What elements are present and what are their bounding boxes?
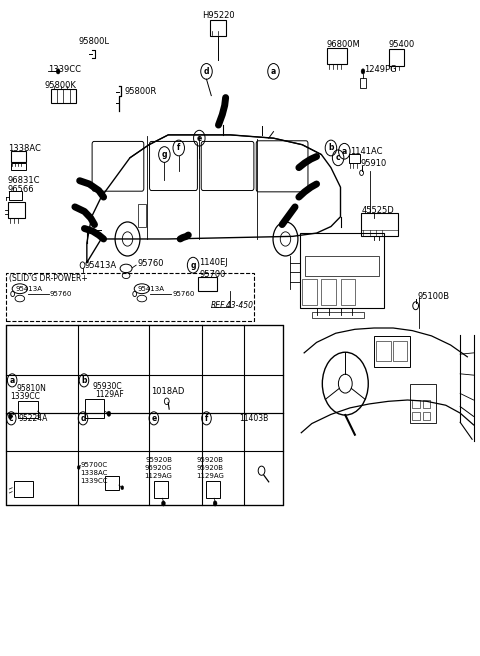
Text: 95760: 95760 — [50, 291, 72, 297]
Text: f: f — [177, 144, 180, 152]
Circle shape — [107, 411, 111, 417]
Text: 95413A: 95413A — [84, 260, 117, 270]
Bar — [376, 341, 391, 361]
Bar — [423, 400, 431, 408]
Text: 96800M: 96800M — [326, 40, 360, 49]
Text: a: a — [10, 376, 15, 385]
Text: 1141AC: 1141AC — [350, 147, 383, 155]
Text: c: c — [336, 154, 340, 162]
Bar — [138, 203, 146, 226]
Text: REF.43-450: REF.43-450 — [211, 300, 254, 310]
Bar — [198, 277, 217, 291]
Text: 95413A: 95413A — [137, 286, 164, 292]
Text: 95800R: 95800R — [124, 87, 156, 96]
Text: 95800L: 95800L — [79, 37, 109, 46]
Text: 95920B: 95920B — [197, 457, 224, 463]
Text: 95700: 95700 — [199, 270, 226, 279]
Bar — [340, 279, 355, 305]
Text: 95930C: 95930C — [93, 382, 122, 392]
Text: b: b — [328, 144, 334, 152]
Text: d: d — [204, 67, 209, 76]
Text: b: b — [81, 376, 87, 385]
Bar — [85, 400, 104, 418]
Text: 1338AC: 1338AC — [81, 470, 108, 476]
Text: f: f — [205, 414, 208, 423]
Text: 96566: 96566 — [8, 185, 35, 194]
Bar — [423, 412, 431, 420]
Text: 95413A: 95413A — [15, 286, 42, 292]
Circle shape — [121, 485, 124, 489]
Bar — [389, 49, 404, 66]
Text: 1339CC: 1339CC — [10, 392, 40, 401]
Text: 95920G: 95920G — [145, 465, 172, 471]
Bar — [302, 279, 317, 305]
Bar — [9, 190, 22, 199]
Text: 95400: 95400 — [388, 40, 415, 49]
Bar — [154, 482, 168, 498]
Text: g: g — [162, 150, 167, 159]
Bar — [210, 20, 226, 36]
Bar — [11, 163, 25, 170]
Text: 95760: 95760 — [137, 259, 164, 268]
Text: 95910: 95910 — [360, 159, 387, 167]
Circle shape — [213, 501, 217, 506]
Text: 96831C: 96831C — [8, 176, 40, 184]
Text: 1129AG: 1129AG — [144, 473, 173, 479]
Text: 1339CC: 1339CC — [48, 65, 81, 74]
Circle shape — [8, 414, 12, 419]
Circle shape — [77, 466, 80, 470]
Text: c: c — [9, 414, 13, 423]
Text: 1339CC: 1339CC — [81, 478, 108, 484]
Text: 1129AF: 1129AF — [95, 390, 124, 400]
Bar — [11, 152, 25, 162]
Bar — [410, 384, 436, 423]
Circle shape — [56, 69, 60, 74]
Text: 95920B: 95920B — [197, 465, 224, 471]
Text: a: a — [271, 67, 276, 76]
Text: a: a — [342, 147, 347, 155]
Circle shape — [361, 69, 365, 74]
Bar — [327, 48, 347, 64]
Bar — [13, 482, 33, 497]
Text: 95810N: 95810N — [16, 384, 46, 393]
Text: g: g — [191, 260, 196, 270]
Bar — [18, 401, 37, 418]
Text: e: e — [151, 414, 156, 423]
Bar — [312, 312, 364, 318]
Text: 11403B: 11403B — [239, 414, 268, 423]
Text: H95220: H95220 — [202, 10, 235, 20]
Bar — [412, 412, 420, 420]
Text: d: d — [80, 414, 86, 423]
Bar — [322, 279, 336, 305]
Bar — [349, 154, 360, 163]
Bar — [205, 482, 220, 498]
Text: 95800K: 95800K — [45, 81, 77, 91]
Bar — [393, 341, 407, 361]
Bar — [360, 213, 398, 236]
Bar — [105, 476, 119, 490]
Bar — [360, 78, 366, 89]
Text: 95100B: 95100B — [417, 292, 449, 301]
Text: 95760: 95760 — [172, 291, 194, 297]
Bar — [6, 273, 254, 321]
Text: e: e — [197, 134, 202, 142]
Bar — [8, 202, 24, 218]
Text: 1249PG: 1249PG — [364, 65, 397, 74]
Bar — [374, 336, 410, 367]
Text: 95920B: 95920B — [145, 457, 172, 463]
Text: 1338AC: 1338AC — [8, 144, 41, 153]
Bar — [305, 256, 379, 276]
Text: 1018AD: 1018AD — [152, 387, 185, 396]
Bar — [412, 400, 420, 408]
Circle shape — [161, 501, 165, 506]
Text: 45525D: 45525D — [362, 206, 395, 215]
Bar — [300, 233, 384, 308]
Text: (SLID'G DR-POWER+: (SLID'G DR-POWER+ — [9, 274, 87, 283]
Text: 95224A: 95224A — [18, 414, 48, 423]
Bar — [6, 325, 283, 504]
Text: 1140EJ: 1140EJ — [199, 258, 228, 267]
Text: 95700C: 95700C — [81, 462, 108, 468]
Bar — [51, 89, 76, 104]
Text: 1129AG: 1129AG — [196, 473, 224, 479]
